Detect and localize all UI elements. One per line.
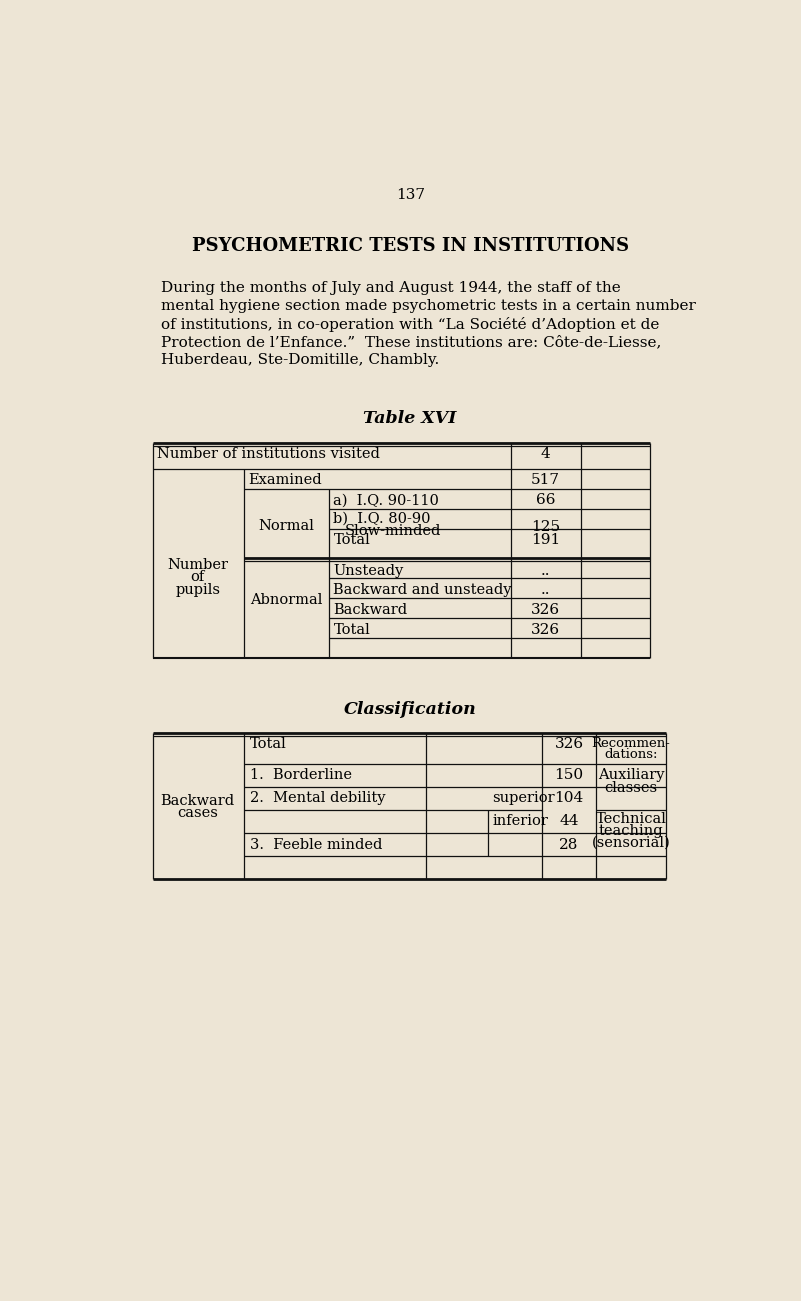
Text: PSYCHOMETRIC TESTS IN INSTITUTIONS: PSYCHOMETRIC TESTS IN INSTITUTIONS (191, 237, 629, 255)
Text: Auxiliary: Auxiliary (598, 769, 664, 782)
Text: 326: 326 (531, 623, 561, 636)
Text: dations:: dations: (604, 748, 658, 761)
Text: Backward: Backward (333, 602, 408, 617)
Text: 326: 326 (554, 738, 584, 752)
Text: Number of institutions visited: Number of institutions visited (157, 448, 380, 461)
Text: 3.  Feeble minded: 3. Feeble minded (250, 838, 382, 852)
Text: of institutions, in co-operation with “La Société d’Adoption et de: of institutions, in co-operation with “L… (160, 317, 659, 332)
Text: cases: cases (177, 807, 218, 820)
Text: 66: 66 (536, 493, 556, 507)
Text: superior: superior (493, 791, 555, 805)
Text: inferior: inferior (493, 814, 548, 829)
Text: 44: 44 (559, 814, 579, 829)
Text: Number: Number (167, 558, 228, 572)
Text: a)  I.Q. 90-110: a) I.Q. 90-110 (333, 493, 439, 507)
Text: 2.  Mental debility: 2. Mental debility (250, 791, 385, 805)
Text: Technical: Technical (596, 812, 666, 826)
Text: 150: 150 (554, 769, 584, 782)
Text: teaching: teaching (598, 824, 663, 838)
Text: Table XVI: Table XVI (364, 410, 457, 427)
Text: Normal: Normal (258, 519, 314, 533)
Text: 1.  Borderline: 1. Borderline (250, 769, 352, 782)
Text: Huberdeau, Ste-Domitille, Chambly.: Huberdeau, Ste-Domitille, Chambly. (160, 354, 439, 367)
Text: Total: Total (333, 623, 370, 636)
Text: pupils: pupils (175, 583, 220, 597)
Text: mental hygiene section made psychometric tests in a certain number: mental hygiene section made psychometric… (160, 299, 695, 314)
Text: classes: classes (605, 781, 658, 795)
Text: Backward and unsteady: Backward and unsteady (333, 583, 512, 597)
Text: 104: 104 (554, 791, 584, 805)
Text: 28: 28 (559, 838, 578, 852)
Text: 517: 517 (531, 474, 560, 488)
Text: Backward: Backward (161, 794, 235, 808)
Text: 326: 326 (531, 602, 561, 617)
Text: Slow-minded: Slow-minded (344, 524, 441, 539)
Text: Total: Total (250, 738, 287, 752)
Text: 125: 125 (531, 519, 561, 533)
Text: Total: Total (333, 533, 370, 548)
Text: During the months of July and August 1944, the staff of the: During the months of July and August 194… (160, 281, 620, 295)
Text: Protection de l’Enfance.”  These institutions are: Côte-de-Liesse,: Protection de l’Enfance.” These institut… (160, 336, 661, 349)
Text: Examined: Examined (248, 474, 322, 488)
Text: 4: 4 (541, 448, 550, 461)
Text: 191: 191 (531, 533, 561, 548)
Text: b)  I.Q. 80-90: b) I.Q. 80-90 (333, 511, 431, 526)
Text: 137: 137 (396, 189, 425, 203)
Text: ..: .. (541, 583, 550, 597)
Text: Recommen-: Recommen- (592, 736, 670, 749)
Text: of: of (191, 570, 205, 584)
Text: Unsteady: Unsteady (333, 565, 404, 578)
Text: Abnormal: Abnormal (250, 593, 322, 608)
Text: Classification: Classification (344, 700, 477, 718)
Text: (sensorial): (sensorial) (592, 835, 670, 850)
Text: ..: .. (541, 565, 550, 578)
